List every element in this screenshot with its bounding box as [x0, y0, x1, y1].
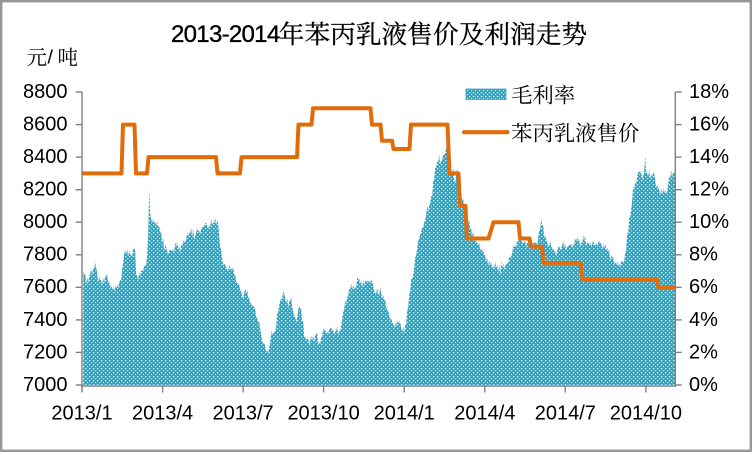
- svg-text:2014/1: 2014/1: [374, 403, 435, 425]
- svg-text:8200: 8200: [23, 179, 68, 201]
- svg-text:18%: 18%: [689, 81, 729, 103]
- svg-text:2013/4: 2013/4: [132, 403, 193, 425]
- svg-text:2%: 2%: [689, 341, 718, 363]
- svg-text:2014/4: 2014/4: [454, 403, 515, 425]
- svg-text:4%: 4%: [689, 309, 718, 331]
- svg-text:7200: 7200: [23, 341, 68, 363]
- svg-text:7800: 7800: [23, 244, 68, 266]
- svg-text:8000: 8000: [23, 211, 68, 233]
- svg-text:/: /: [48, 47, 54, 69]
- svg-text:6%: 6%: [689, 276, 718, 298]
- svg-text:7600: 7600: [23, 276, 68, 298]
- svg-text:10%: 10%: [689, 211, 729, 233]
- svg-text:2013/10: 2013/10: [287, 403, 359, 425]
- svg-text:16%: 16%: [689, 114, 729, 136]
- svg-text:2013/1: 2013/1: [51, 403, 112, 425]
- svg-text:14%: 14%: [689, 146, 729, 168]
- svg-text:2013-2014: 2013-2014: [171, 21, 280, 48]
- svg-text:7400: 7400: [23, 309, 68, 331]
- svg-text:7000: 7000: [23, 374, 68, 396]
- svg-text:8%: 8%: [689, 244, 718, 266]
- svg-text:0%: 0%: [689, 374, 718, 396]
- svg-text:2014/10: 2014/10: [610, 403, 682, 425]
- svg-text:12%: 12%: [689, 179, 729, 201]
- svg-text:8800: 8800: [23, 81, 68, 103]
- svg-text:2013/7: 2013/7: [213, 403, 274, 425]
- svg-text:2014/7: 2014/7: [535, 403, 596, 425]
- svg-text:8600: 8600: [23, 114, 68, 136]
- svg-text:8400: 8400: [23, 146, 68, 168]
